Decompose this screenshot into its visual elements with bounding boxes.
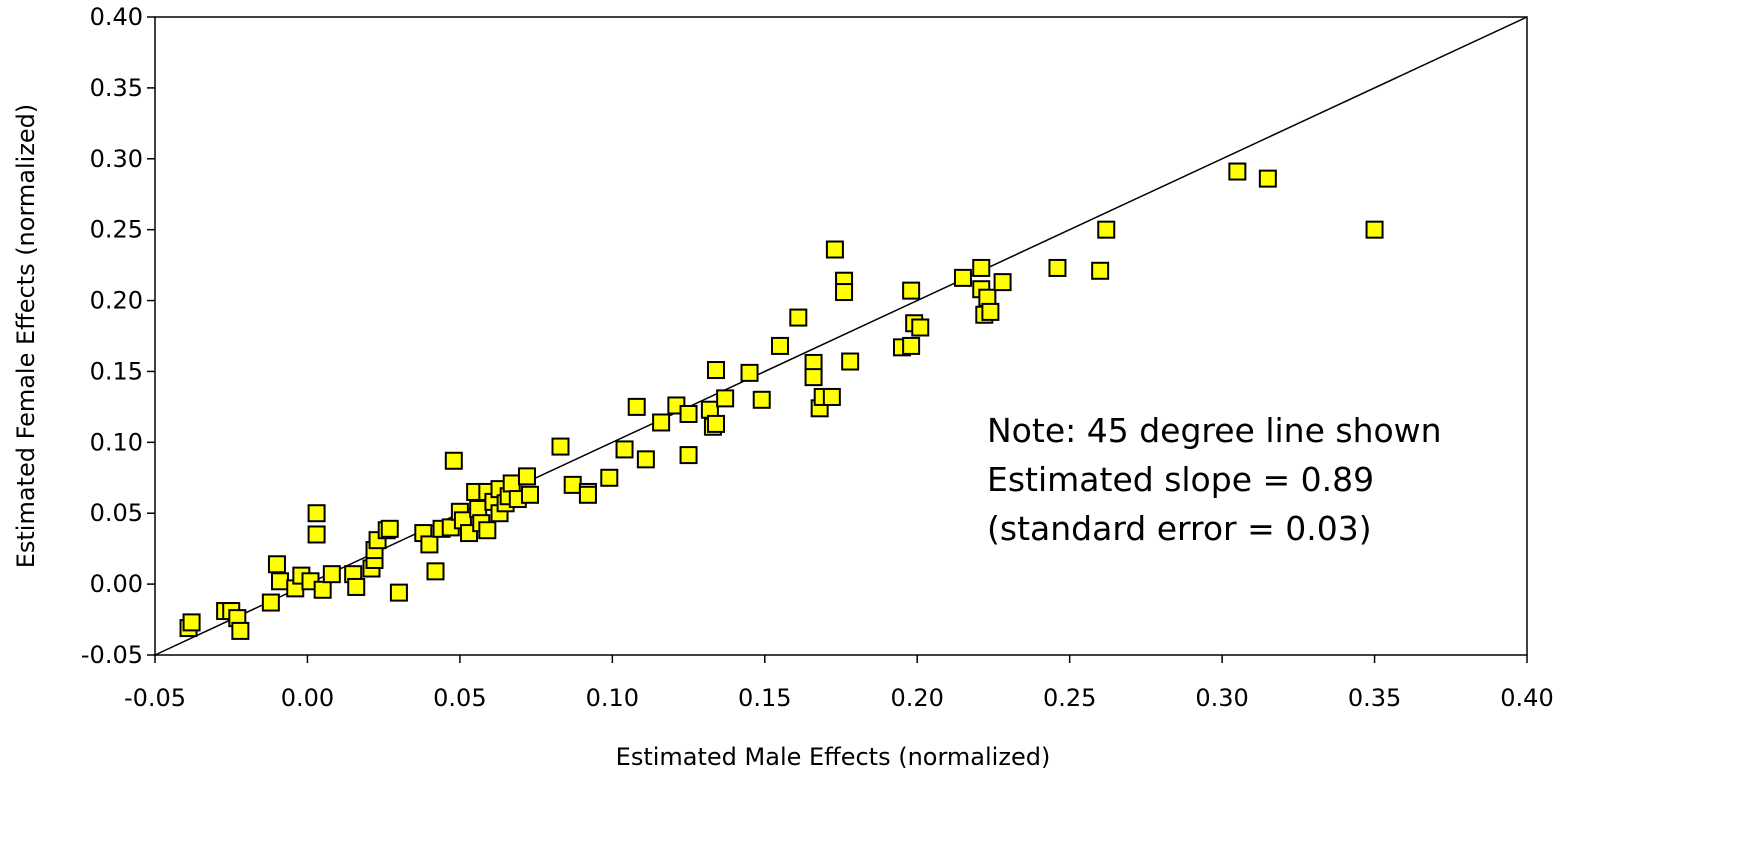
data-point xyxy=(1048,258,1067,277)
y-tick-label: 0.20 xyxy=(90,287,143,315)
y-tick-label: -0.05 xyxy=(81,641,143,669)
y-tick-label: 0.40 xyxy=(90,3,143,31)
data-point xyxy=(271,572,290,591)
data-point xyxy=(771,336,790,355)
x-tick-label: -0.05 xyxy=(124,684,186,712)
y-tick-label: 0.35 xyxy=(90,74,143,102)
data-point xyxy=(267,555,286,574)
points-layer xyxy=(179,162,1384,640)
data-point xyxy=(1228,162,1247,181)
data-point xyxy=(551,437,570,456)
y-axis-ticks: -0.05 0.00 0.05 0.10 0.15 0.20 0.25 0.30 0.35 0.4… xyxy=(81,3,155,669)
data-point xyxy=(804,368,823,387)
data-point xyxy=(652,413,671,432)
y-tick-label: 0.05 xyxy=(90,499,143,527)
data-point xyxy=(1091,261,1110,280)
data-point xyxy=(420,535,439,554)
data-point xyxy=(972,258,991,277)
data-point xyxy=(841,352,860,371)
data-point xyxy=(752,390,771,409)
data-point xyxy=(426,562,445,581)
data-point xyxy=(1365,220,1384,239)
data-point xyxy=(835,283,854,302)
y-tick-label: 0.15 xyxy=(90,357,143,385)
data-point xyxy=(261,593,280,612)
data-point xyxy=(902,281,921,300)
data-point xyxy=(636,450,655,469)
x-tick-label: 0.00 xyxy=(281,684,334,712)
y-axis-title: Estimated Female Effects (normalized) xyxy=(12,104,40,569)
data-point xyxy=(307,504,326,523)
data-point xyxy=(1258,169,1277,188)
x-tick-label: 0.20 xyxy=(891,684,944,712)
x-tick-label: 0.35 xyxy=(1348,684,1401,712)
data-point xyxy=(615,440,634,459)
data-point xyxy=(231,621,250,640)
data-point xyxy=(679,446,698,465)
data-point xyxy=(825,240,844,259)
data-point xyxy=(953,268,972,287)
data-point xyxy=(380,519,399,538)
x-tick-label: 0.30 xyxy=(1195,684,1248,712)
data-point xyxy=(789,308,808,327)
data-point xyxy=(981,302,1000,321)
data-point xyxy=(347,577,366,596)
data-point xyxy=(706,361,725,380)
data-point xyxy=(389,583,408,602)
x-axis-ticks: -0.05 0.00 0.05 0.10 0.15 0.20 0.25 0.30 0.35 0.4… xyxy=(124,655,1554,712)
data-point xyxy=(993,273,1012,292)
data-point xyxy=(322,565,341,584)
data-point xyxy=(563,475,582,494)
data-point xyxy=(521,485,540,504)
x-axis-title: Estimated Male Effects (normalized) xyxy=(616,743,1051,771)
x-tick-label: 0.10 xyxy=(586,684,639,712)
y-tick-label: 0.25 xyxy=(90,216,143,244)
note-line-1: Note: 45 degree line shown xyxy=(987,411,1442,450)
data-point xyxy=(822,387,841,406)
x-tick-label: 0.15 xyxy=(738,684,791,712)
data-point xyxy=(679,404,698,423)
data-point xyxy=(502,474,521,493)
data-point xyxy=(517,467,536,486)
note-line-3: (standard error = 0.03) xyxy=(987,509,1372,548)
data-point xyxy=(706,414,725,433)
data-point xyxy=(307,525,326,544)
x-tick-label: 0.25 xyxy=(1043,684,1096,712)
data-point xyxy=(578,485,597,504)
data-point xyxy=(902,336,921,355)
y-tick-label: 0.00 xyxy=(90,570,143,598)
data-point xyxy=(740,363,759,382)
x-tick-label: 0.05 xyxy=(433,684,486,712)
data-point xyxy=(716,389,735,408)
data-point xyxy=(313,580,332,599)
y-tick-label: 0.30 xyxy=(90,145,143,173)
data-point xyxy=(444,451,463,470)
data-point xyxy=(600,468,619,487)
data-point xyxy=(478,521,497,540)
note-line-2: Estimated slope = 0.89 xyxy=(987,460,1374,499)
y-tick-label: 0.10 xyxy=(90,428,143,456)
data-point xyxy=(911,318,930,337)
data-point xyxy=(182,613,201,632)
data-point xyxy=(627,397,646,416)
x-tick-label: 0.40 xyxy=(1500,684,1553,712)
data-point xyxy=(1097,220,1116,239)
